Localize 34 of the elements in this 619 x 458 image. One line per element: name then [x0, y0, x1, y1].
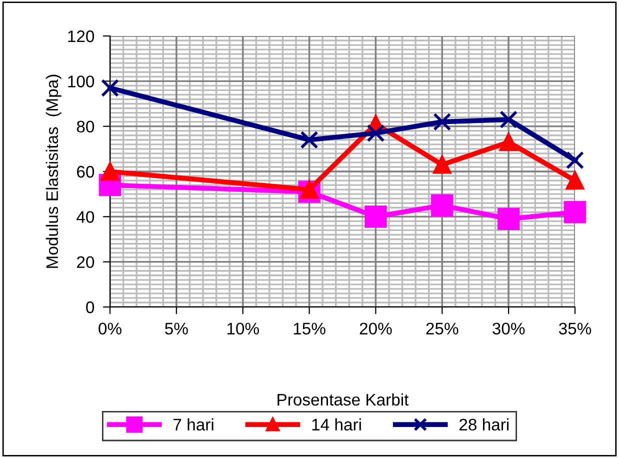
point: [433, 156, 452, 174]
legend-label: 28 hari: [460, 418, 509, 431]
point: [566, 172, 584, 190]
y-tick-label: 40: [76, 211, 94, 223]
point: [100, 78, 120, 97]
y-tick-label: 120: [68, 30, 94, 42]
y-tick-label: 0: [86, 301, 94, 314]
point: [431, 194, 454, 216]
point: [564, 201, 586, 224]
x-tick-label: 30%: [492, 322, 525, 335]
legend-label: 7 hari: [174, 418, 214, 431]
x-tick-label: 35%: [558, 322, 592, 335]
x-tick-label: 5%: [165, 322, 188, 335]
legend-label: 14 hari: [312, 418, 361, 431]
x-tick-label: 20%: [360, 322, 392, 335]
point: [500, 133, 518, 152]
y-tick-label: 60: [77, 166, 94, 178]
y-tick-label: 80: [76, 120, 94, 133]
x-tick-label: 25%: [426, 322, 458, 335]
point: [433, 112, 452, 131]
x-tick-label: 0%: [98, 322, 122, 335]
y-tick-label: 100: [68, 76, 94, 88]
x-tick-label: 10%: [227, 322, 259, 335]
point: [100, 162, 120, 181]
point: [300, 130, 318, 149]
point: [500, 110, 518, 129]
x-tick-label: 15%: [294, 322, 326, 335]
x-axis-title: Prosentase Karbit: [278, 393, 409, 406]
point: [566, 151, 584, 170]
point: [364, 206, 387, 228]
point: [497, 208, 520, 230]
y-axis-title: Modulus Elastisitas (Mpa): [46, 74, 62, 268]
point: [366, 124, 385, 142]
y-tick-label: 20: [77, 256, 94, 268]
